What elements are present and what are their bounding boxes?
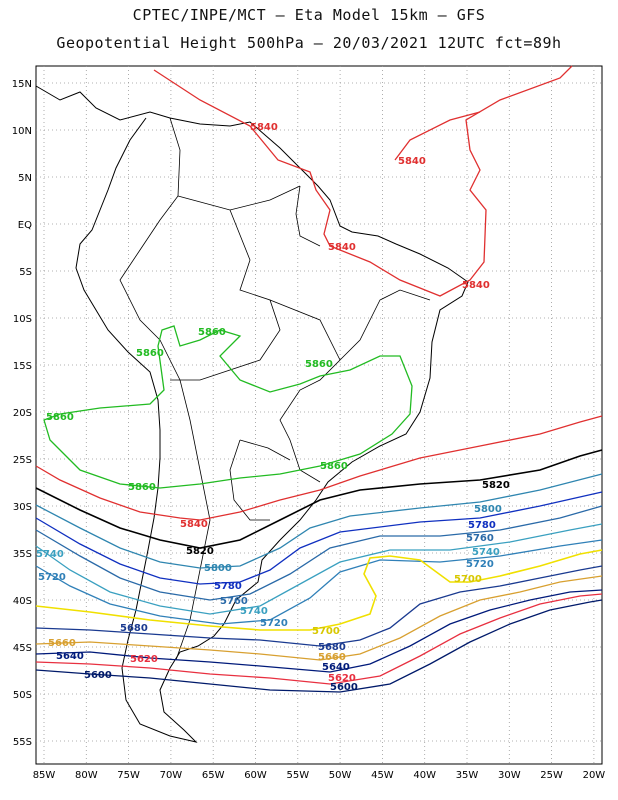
coastlines <box>35 85 469 743</box>
contour-label-5840: 5840 <box>462 280 490 291</box>
lon-label: 80W <box>75 770 98 781</box>
contour-label-5860: 5860 <box>46 412 74 423</box>
latitude-labels: 15N 10N 5N EQ 5S 10S 15S 20S 25S 30S 35S 40S 45S 50S 5… <box>12 79 32 748</box>
contour-label-5780: 5780 <box>214 581 242 592</box>
contour-label-5800: 5800 <box>474 504 502 515</box>
title-line-2: Geopotential Height 500hPa – 20/03/2021 … <box>56 34 562 52</box>
contour-label-5620: 5620 <box>130 654 158 665</box>
contour-label-5860: 5860 <box>320 461 348 472</box>
height-contours: 5840 5840 5840 5840 5840 5860 5860 5860 … <box>35 65 603 693</box>
contour-label-5840: 5840 <box>180 519 208 530</box>
contour-label-5680: 5680 <box>120 623 148 634</box>
title-line-1: CPTEC/INPE/MCT – Eta Model 15km – GFS <box>132 6 486 24</box>
contour-label-5620: 5620 <box>328 673 356 684</box>
lon-label: 35W <box>456 770 479 781</box>
contour-label-5660: 5660 <box>48 638 76 649</box>
contour-label-5640: 5640 <box>56 651 84 662</box>
contour-label-5840: 5840 <box>250 122 278 133</box>
lat-label: 35S <box>13 549 32 560</box>
lat-label: 10N <box>12 126 32 137</box>
contour-label-5820: 5820 <box>186 546 214 557</box>
contour-label-5860: 5860 <box>136 348 164 359</box>
contour-label-5840: 5840 <box>398 156 426 167</box>
lon-label: 75W <box>117 770 140 781</box>
lon-label: 45W <box>371 770 394 781</box>
contour-label-5800: 5800 <box>204 563 232 574</box>
lat-label: 45S <box>13 643 32 654</box>
lat-label: 20S <box>13 408 32 419</box>
contour-label-5640: 5640 <box>322 662 350 673</box>
contour-label-5740: 5740 <box>36 549 64 560</box>
contour-label-5820: 5820 <box>482 480 510 491</box>
contour-label-5600: 5600 <box>84 670 112 681</box>
lon-label: 25W <box>540 770 563 781</box>
contour-label-5660: 5660 <box>318 652 346 663</box>
contour-label-5720: 5720 <box>38 572 66 583</box>
lat-label: 55S <box>13 737 32 748</box>
lon-label: 85W <box>33 770 56 781</box>
lat-label: 5S <box>19 267 32 278</box>
lon-label: 65W <box>202 770 225 781</box>
gridlines <box>36 66 602 764</box>
lon-label: 40W <box>413 770 436 781</box>
lon-label: 55W <box>286 770 309 781</box>
contour-label-5840: 5840 <box>328 242 356 253</box>
lon-label: 20W <box>583 770 606 781</box>
contour-label-5600: 5600 <box>330 682 358 693</box>
lat-label: 50S <box>13 690 32 701</box>
lat-label: 15N <box>12 79 32 90</box>
lat-label: EQ <box>18 220 32 231</box>
contour-label-5780: 5780 <box>468 520 496 531</box>
lat-label: 40S <box>13 596 32 607</box>
contour-label-5680: 5680 <box>318 642 346 653</box>
contour-label-5860: 5860 <box>198 327 226 338</box>
lat-label: 30S <box>13 502 32 513</box>
lon-label: 60W <box>244 770 267 781</box>
lat-label: 15S <box>13 361 32 372</box>
lon-label: 50W <box>329 770 352 781</box>
lat-label: 10S <box>13 314 32 325</box>
contour-label-5760: 5760 <box>220 596 248 607</box>
contour-label-5760: 5760 <box>466 533 494 544</box>
contour-label-5700: 5700 <box>312 626 340 637</box>
lon-label: 30W <box>498 770 521 781</box>
contour-label-5740: 5740 <box>472 547 500 558</box>
lon-label: 70W <box>160 770 183 781</box>
map-frame <box>35 65 603 765</box>
contour-label-5740: 5740 <box>240 606 268 617</box>
contour-label-5860: 5860 <box>305 359 333 370</box>
contour-label-5720: 5720 <box>260 618 288 629</box>
longitude-labels: 85W 80W 75W 70W 65W 60W 55W 50W 45W 40W 35W 30W 25W 2… <box>33 770 606 781</box>
contour-label-5720: 5720 <box>466 559 494 570</box>
contour-label-5700: 5700 <box>454 574 482 585</box>
contour-label-5860: 5860 <box>128 482 156 493</box>
lat-label: 5N <box>18 173 32 184</box>
lat-label: 25S <box>13 455 32 466</box>
